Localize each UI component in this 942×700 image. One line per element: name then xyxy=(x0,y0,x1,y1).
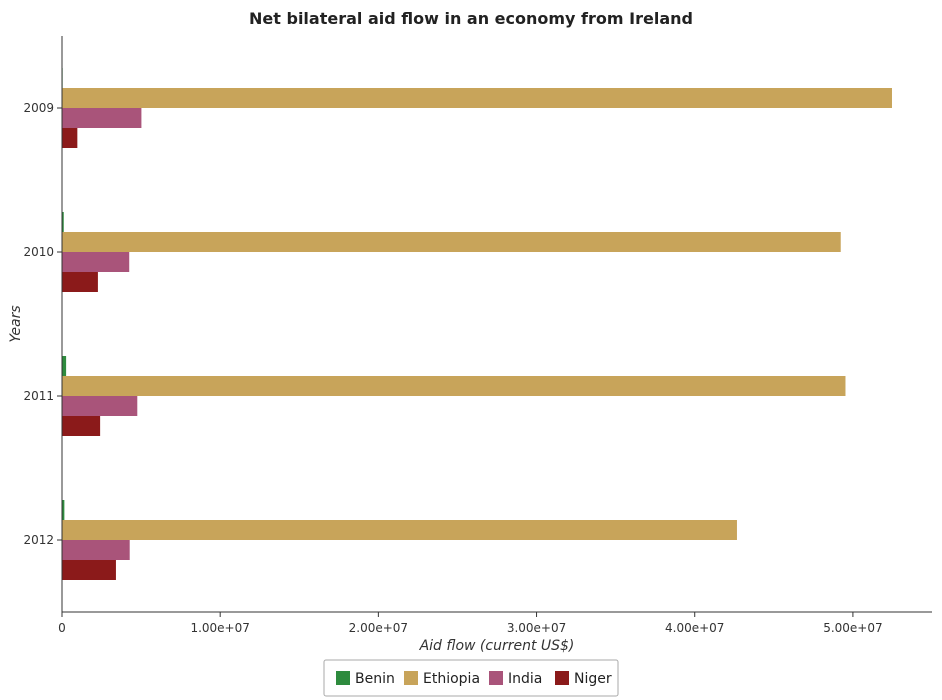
x-axis-title: Aid flow (current US$) xyxy=(419,638,575,654)
y-tick-label-2012: 2012 xyxy=(23,533,54,547)
y-tick-label-2010: 2010 xyxy=(23,245,54,259)
bar-benin-2012 xyxy=(62,500,65,520)
legend-swatch-niger xyxy=(555,671,569,685)
legend-swatch-ethiopia xyxy=(404,671,418,685)
bars-group xyxy=(62,68,892,580)
legend-swatch-india xyxy=(489,671,503,685)
y-tick-label-2009: 2009 xyxy=(23,101,54,115)
x-tick-label: 3.00e+07 xyxy=(507,621,566,635)
legend-label-ethiopia: Ethiopia xyxy=(423,671,480,687)
bar-ethiopia-2012 xyxy=(62,520,737,540)
chart-title: Net bilateral aid flow in an economy fro… xyxy=(249,9,693,28)
bar-niger-2009 xyxy=(62,128,78,148)
bar-ethiopia-2011 xyxy=(62,376,846,396)
x-tick-label: 1.00e+07 xyxy=(190,621,249,635)
y-axis-title: Years xyxy=(8,305,24,342)
bar-india-2010 xyxy=(62,252,130,272)
bar-benin-2011 xyxy=(62,356,67,376)
x-axis-ticks: 0 1.00e+07 2.00e+07 3.00e+07 4.00e+07 5.00e+0… xyxy=(58,612,883,635)
bar-india-2009 xyxy=(62,108,142,128)
legend-label-benin: Benin xyxy=(355,671,395,687)
x-tick-label: 2.00e+07 xyxy=(349,621,408,635)
x-tick-label: 5.00e+07 xyxy=(823,621,882,635)
bar-ethiopia-2010 xyxy=(62,232,841,252)
bar-niger-2010 xyxy=(62,272,98,292)
x-tick-label: 4.00e+07 xyxy=(665,621,724,635)
bar-niger-2011 xyxy=(62,416,101,436)
legend: Benin Ethiopia India Niger xyxy=(323,659,619,697)
bar-ethiopia-2009 xyxy=(62,88,892,108)
y-axis-ticks: 2009 2010 2011 2012 xyxy=(23,101,62,547)
bar-india-2011 xyxy=(62,396,138,416)
bar-india-2012 xyxy=(62,540,130,560)
x-tick-label: 0 xyxy=(58,621,66,635)
legend-swatch-benin xyxy=(336,671,350,685)
plot-area: 2009 2010 2011 2012 0 1.00e+07 2.00e+07 3.00e+… xyxy=(23,36,932,635)
bar-niger-2012 xyxy=(62,560,116,580)
legend-box xyxy=(323,659,619,697)
legend-label-india: India xyxy=(508,671,542,687)
bar-benin-2010 xyxy=(62,212,64,232)
y-tick-label-2011: 2011 xyxy=(23,389,54,403)
legend-label-niger: Niger xyxy=(574,671,612,687)
